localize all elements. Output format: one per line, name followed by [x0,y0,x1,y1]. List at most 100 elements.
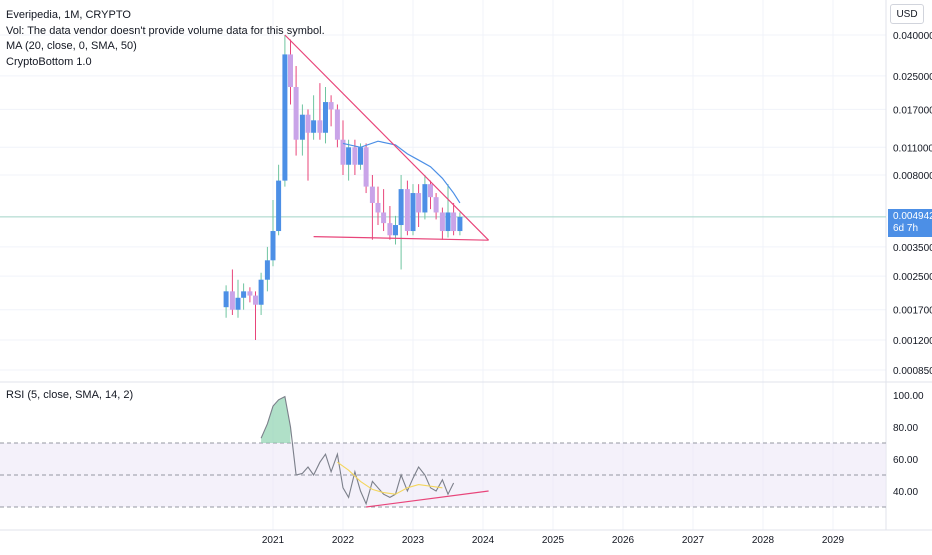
candle-body [258,279,264,305]
candle[interactable] [387,206,393,240]
price-tick-label: 0.003500 [893,243,932,254]
candle-body [288,54,293,88]
rsi-ma-line[interactable] [337,461,443,495]
candle-body [358,147,363,165]
rsi-overbought-fill [261,396,291,443]
price-tick-label: 0.025000 [893,72,932,83]
candle[interactable] [264,246,270,292]
rsi-legend[interactable]: RSI (5, close, SMA, 14, 2) [6,389,134,401]
indicator-legend[interactable]: CryptoBottom 1.0 [6,55,92,68]
candle-body [305,114,311,133]
time-tick-label: 2029 [822,535,845,546]
time-tick-label: 2025 [542,535,565,546]
candle[interactable] [293,66,299,156]
candle-body [293,87,299,140]
candle[interactable] [410,184,416,236]
time-tick-label: 2021 [262,535,285,546]
candle[interactable] [247,287,253,303]
price-tick-label: 0.011000 [893,143,932,154]
candle-body [404,189,410,232]
candle-body [235,297,241,310]
candle-body [282,54,288,181]
candle[interactable] [235,279,241,318]
candle[interactable] [340,120,346,175]
candle-body [270,231,276,261]
candle[interactable] [317,83,323,140]
volume-legend[interactable]: Vol: The data vendor doesn't provide vol… [6,24,325,37]
candle-body [445,212,451,232]
candle-body [223,291,229,308]
ma-line[interactable] [342,140,461,204]
time-tick-label: 2028 [752,535,775,546]
candle[interactable] [433,193,439,220]
candle-body [398,189,404,226]
time-tick-label: 2027 [682,535,705,546]
candle[interactable] [299,104,305,156]
rsi-tick-label: 100.00 [893,391,924,402]
candle[interactable] [375,186,381,226]
price-tick-label: 0.001200 [893,336,932,347]
candle[interactable] [258,272,264,315]
candle[interactable] [229,269,235,315]
candle[interactable] [282,35,288,187]
candle[interactable] [334,104,340,148]
candle[interactable] [288,39,293,105]
candle[interactable] [439,207,445,240]
candle[interactable] [445,184,451,238]
candle-body [457,216,463,232]
candle[interactable] [428,180,433,210]
candle-body [393,225,398,236]
candle-body [247,291,253,296]
trendline[interactable] [284,34,490,241]
candle[interactable] [404,180,410,236]
candle-body [410,193,416,232]
candle[interactable] [270,200,276,267]
candle[interactable] [311,95,317,140]
rsi-line[interactable] [260,395,455,506]
candle[interactable] [223,285,229,318]
candle[interactable] [457,212,463,236]
candle-body [451,212,457,232]
candle[interactable] [398,174,404,270]
candle-body [253,295,258,305]
current-price-value: 0.004942 [893,211,932,222]
rsi-trendline[interactable] [366,490,489,508]
time-tick-label: 2024 [472,535,495,546]
candle-body [311,120,317,133]
candle[interactable] [416,184,422,227]
symbol-title[interactable]: Everipedia, 1M, CRYPTO [6,9,131,21]
candle-body [328,102,334,110]
trendline[interactable] [313,235,489,241]
candle[interactable] [305,109,311,181]
candle[interactable] [451,202,457,236]
candle-body [229,291,235,310]
currency-button[interactable]: USD [890,4,924,24]
current-price-tag: 0.004942 6d 7h [888,209,932,237]
candle[interactable] [422,174,428,220]
candle[interactable] [369,174,375,240]
candle-body [323,102,328,133]
price-tick-label: 0.000850 [893,366,932,377]
candle[interactable] [393,215,398,245]
candle[interactable] [381,189,387,232]
candle-body [416,193,422,213]
candle[interactable] [241,283,247,310]
candle[interactable] [346,139,352,181]
candle[interactable] [363,143,369,194]
candle[interactable] [328,95,334,127]
candle-body [375,202,381,213]
rsi-tick-label: 40.00 [893,487,918,498]
candle[interactable] [253,291,258,341]
candle-body [422,184,428,213]
price-tick-label: 0.002500 [893,272,932,283]
candle-body [317,120,323,133]
candle[interactable] [323,87,328,144]
candle-body [340,139,346,165]
candle[interactable] [352,139,358,175]
candle[interactable] [276,164,282,236]
ma-legend[interactable]: MA (20, close, 0, SMA, 50) [6,40,137,52]
rsi-tick-label: 60.00 [893,455,918,466]
candle-body [352,147,358,165]
